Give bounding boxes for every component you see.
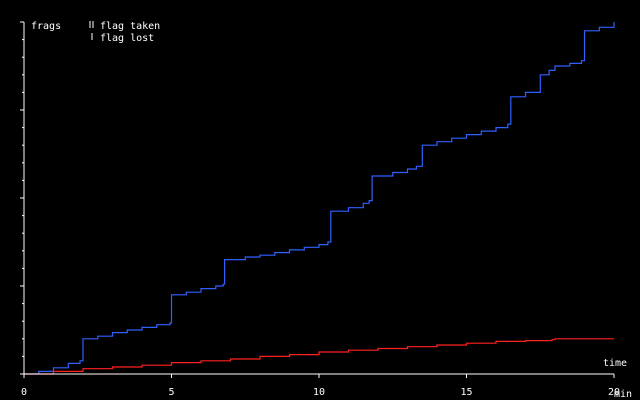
x-tick-label: 5: [168, 387, 174, 398]
legend-label-flag-taken: flag taken: [100, 21, 160, 32]
plot-area: [24, 22, 615, 375]
x-axis-label: time: [603, 358, 627, 369]
legend-item-flag-lost: flag lost: [91, 33, 154, 44]
x-tick-label: 10: [313, 387, 325, 398]
x-tick-label: 0: [21, 387, 27, 398]
x-tick-label: 15: [460, 387, 472, 398]
series-line-1: [24, 338, 614, 375]
x-tick-label: 20: [608, 387, 620, 398]
legend-item-flag-taken: flag taken: [89, 21, 160, 32]
legend-label-flag-lost: flag lost: [100, 33, 154, 44]
x-axis-unit: min: [614, 389, 632, 400]
series-line-0: [24, 22, 615, 375]
legend: flag taken flag lost: [89, 21, 160, 44]
y-axis-ticks: [20, 21, 24, 375]
x-axis-ticks: 0 5 10 15 20: [21, 374, 620, 398]
y-axis-label: frags: [31, 21, 61, 32]
